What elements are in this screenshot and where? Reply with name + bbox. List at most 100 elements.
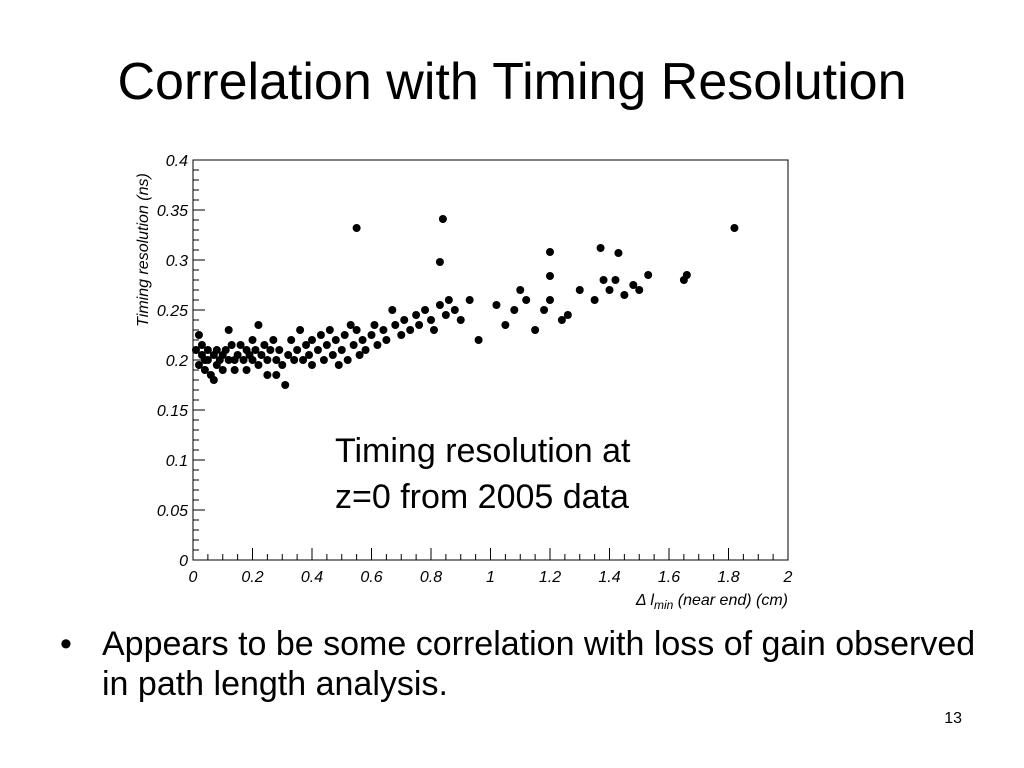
- data-point: [540, 306, 549, 314]
- data-point: [293, 346, 302, 354]
- data-point: [620, 291, 629, 299]
- data-point: [322, 341, 331, 349]
- y-tick-label: 0.3: [166, 253, 188, 270]
- x-axis-label-subscript: min: [654, 598, 674, 612]
- data-point: [278, 361, 287, 369]
- data-point: [200, 366, 209, 374]
- y-tick-label: 0.25: [157, 303, 188, 320]
- y-tick-label: 0.35: [157, 203, 188, 220]
- data-point: [492, 301, 501, 309]
- data-point: [334, 361, 343, 369]
- data-point: [355, 351, 364, 359]
- x-tick-label: 0.8: [420, 569, 442, 586]
- data-point: [510, 306, 519, 314]
- data-point: [337, 346, 346, 354]
- y-tick-label: 0.2: [166, 353, 188, 370]
- x-tick-label: 1: [486, 569, 495, 586]
- page-number: 13: [944, 710, 962, 727]
- annotation-line-1: Timing resolution at: [335, 432, 631, 470]
- plot-annotation: Timing resolution at z=0 from 2005 data: [335, 428, 695, 520]
- data-point: [340, 331, 349, 339]
- data-point: [239, 356, 248, 364]
- data-point: [373, 341, 382, 349]
- bullet-item: • Appears to be some correlation with lo…: [60, 624, 990, 704]
- data-point: [221, 346, 230, 354]
- x-tick-label: 1.8: [717, 569, 739, 586]
- data-point: [629, 281, 638, 289]
- bullet-list: • Appears to be some correlation with lo…: [60, 624, 990, 704]
- data-point: [361, 346, 370, 354]
- data-point: [546, 248, 554, 256]
- x-axis-label-prefix: Δ l: [635, 592, 655, 609]
- data-point: [266, 346, 275, 354]
- data-point: [230, 366, 239, 374]
- data-point: [284, 351, 293, 359]
- data-point: [522, 296, 531, 304]
- data-point: [209, 376, 218, 384]
- data-point: [313, 346, 322, 354]
- data-point: [441, 311, 450, 319]
- data-point: [429, 326, 438, 334]
- data-point: [635, 286, 644, 294]
- data-point: [575, 286, 584, 294]
- data-point: [331, 336, 340, 344]
- data-point: [218, 366, 227, 374]
- data-point: [296, 326, 305, 334]
- data-point: [546, 296, 554, 304]
- data-point: [203, 356, 212, 364]
- y-tick-label: 0.15: [157, 403, 188, 420]
- data-point: [242, 366, 251, 374]
- data-point: [254, 321, 263, 329]
- data-point: [435, 301, 444, 309]
- data-point: [465, 296, 474, 304]
- data-point: [290, 356, 299, 364]
- data-point: [427, 316, 435, 324]
- data-point: [251, 346, 260, 354]
- data-point: [346, 321, 355, 329]
- data-point: [415, 321, 424, 329]
- data-point: [305, 351, 314, 359]
- data-point: [644, 271, 653, 279]
- data-point: [227, 341, 236, 349]
- data-point: [319, 356, 328, 364]
- x-axis-label-suffix: (near end) (cm): [673, 592, 788, 609]
- data-point: [248, 356, 257, 364]
- data-point: [254, 361, 263, 369]
- x-tick-label: 2: [783, 569, 793, 586]
- data-point: [275, 346, 284, 354]
- data-point: [367, 331, 376, 339]
- x-tick-label: 1.6: [658, 569, 680, 586]
- data-point: [516, 286, 525, 294]
- data-point: [212, 346, 221, 354]
- data-point: [272, 371, 281, 379]
- data-point: [400, 316, 409, 324]
- y-tick-label: 0.1: [166, 453, 188, 470]
- y-tick-label: 0: [179, 553, 188, 570]
- data-point: [352, 224, 361, 232]
- data-point: [287, 336, 296, 344]
- data-point: [596, 244, 605, 252]
- data-point: [599, 276, 608, 284]
- data-point: [352, 326, 361, 334]
- scatter-plot: 0 0.05 0.1 0.15 0.2 0.25 0.3 0.35 0.4 0 0.2 0.4 0.6 0…: [130, 140, 810, 615]
- data-point: [299, 356, 308, 364]
- data-point: [370, 321, 379, 329]
- data-point: [435, 258, 444, 266]
- data-point: [531, 326, 540, 334]
- data-point: [456, 316, 465, 324]
- data-point: [328, 351, 337, 359]
- data-point: [382, 336, 391, 344]
- data-point: [406, 326, 415, 334]
- data-point: [546, 272, 554, 280]
- data-point: [611, 276, 620, 284]
- data-point: [501, 321, 510, 329]
- scatter-plot-svg: 0 0.05 0.1 0.15 0.2 0.25 0.3 0.35 0.4 0 0.2 0.4 0.6 0…: [135, 153, 793, 612]
- data-point: [197, 341, 206, 349]
- y-tick-label: 0.05: [157, 503, 188, 520]
- x-tick-label: 0.6: [360, 569, 382, 586]
- data-point: [224, 356, 233, 364]
- data-point: [272, 356, 281, 364]
- data-point: [358, 336, 367, 344]
- data-points: [191, 215, 739, 389]
- data-point: [236, 341, 245, 349]
